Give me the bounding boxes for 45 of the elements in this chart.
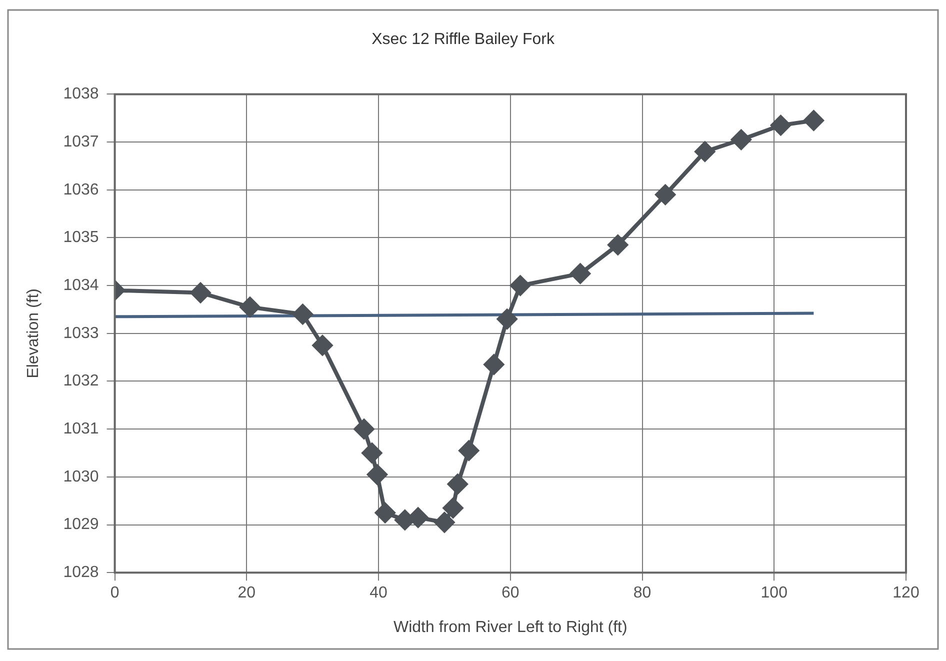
point <box>804 110 824 131</box>
y-tick-label: 1030 <box>63 468 99 486</box>
x-tick-label: 60 <box>502 584 520 602</box>
point <box>655 184 676 205</box>
point <box>375 502 396 523</box>
point <box>570 264 590 284</box>
y-tick-label: 1029 <box>63 516 99 534</box>
point <box>484 354 504 374</box>
point <box>770 115 791 136</box>
point <box>510 276 530 296</box>
point <box>362 443 382 463</box>
point <box>312 335 332 356</box>
point <box>608 234 628 255</box>
y-tick-label: 1033 <box>63 324 99 342</box>
point <box>240 297 260 318</box>
x-tick-label: 0 <box>110 584 120 602</box>
point <box>443 498 464 518</box>
point <box>434 512 454 532</box>
point <box>394 510 415 530</box>
point <box>694 142 715 162</box>
x-tick-label: 80 <box>633 584 652 602</box>
point <box>731 130 752 150</box>
y-axis-title: Elevation (ft) <box>25 288 42 378</box>
point <box>458 440 479 461</box>
point <box>448 474 468 494</box>
point <box>354 419 374 440</box>
y-tick-label: 1028 <box>63 564 99 582</box>
point <box>408 508 428 528</box>
y-tick-label: 1034 <box>63 276 99 294</box>
y-tick-label: 1038 <box>63 86 99 103</box>
y-tick-label: 1035 <box>63 229 99 246</box>
chart-title: Xsec 12 Riffle Bailey Fork <box>372 31 556 48</box>
x-tick-label: 100 <box>760 584 788 602</box>
x-tick-label: 120 <box>892 584 920 602</box>
point <box>292 304 313 324</box>
x-tick-label: 40 <box>370 584 388 602</box>
y-tick-label: 1031 <box>63 420 99 438</box>
y-tick-label: 1032 <box>63 372 99 390</box>
x-tick-label: 20 <box>238 584 256 602</box>
point <box>497 309 518 330</box>
point <box>190 282 211 303</box>
y-tick-label: 1037 <box>63 133 99 150</box>
point <box>367 464 388 485</box>
x-axis-title: Width from River Left to Right (ft) <box>393 618 628 636</box>
y-tick-label: 1036 <box>63 181 99 198</box>
